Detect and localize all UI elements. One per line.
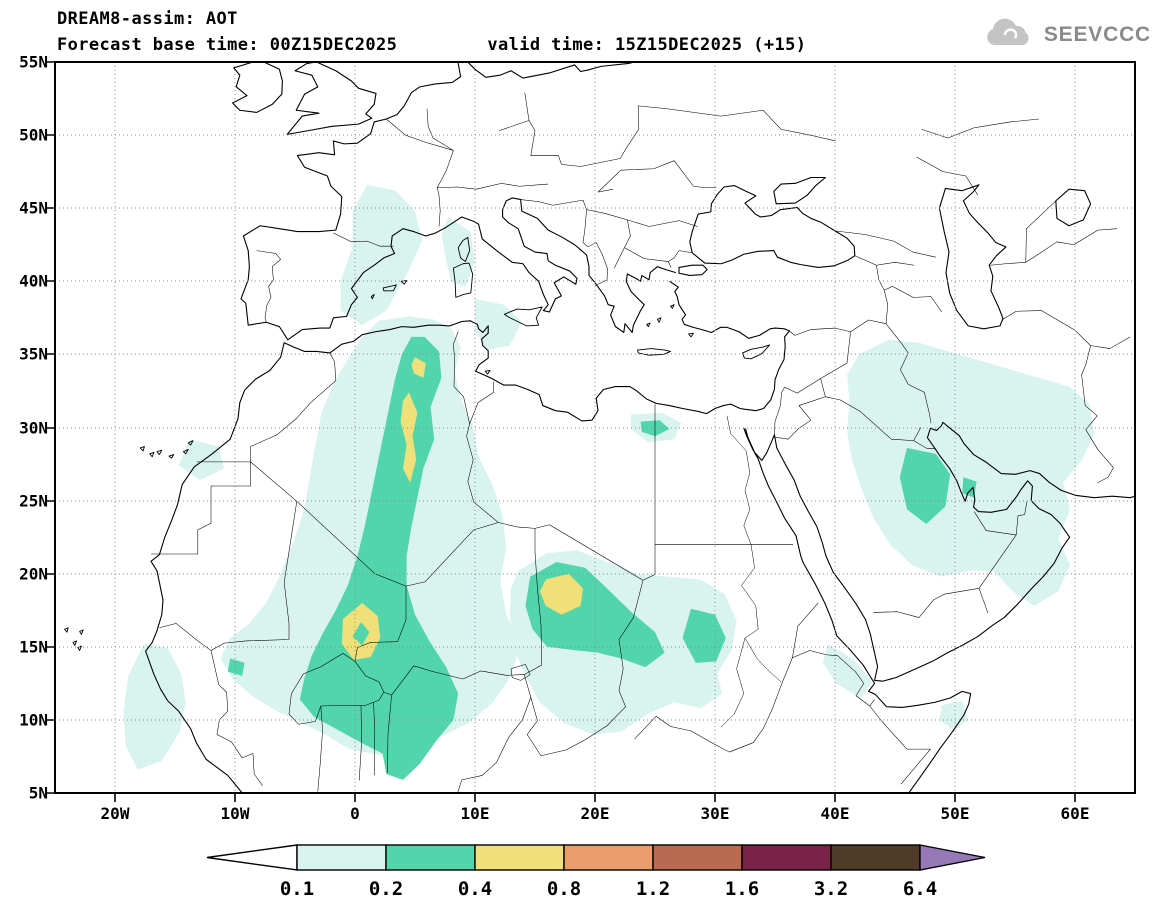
colorbar-label: 1.6 (725, 878, 759, 900)
lat-label: 30N (19, 419, 48, 438)
aot-cyan-region (441, 216, 475, 288)
aot-yellow-region (341, 602, 381, 660)
colorbar-segment (741, 844, 832, 871)
africa-borders (151, 332, 930, 793)
colorbar-segment (385, 844, 476, 871)
logo-text: SEEVCCC (1043, 23, 1151, 46)
lon-label: 20E (581, 804, 610, 823)
islands-coastline (65, 237, 770, 650)
lat-label: 25N (19, 492, 48, 511)
cloud-icon (987, 18, 1029, 45)
aot-green-region (227, 658, 245, 677)
colorbar-label: 6.4 (903, 878, 937, 900)
aot-cyan-region (939, 700, 969, 731)
lat-label: 5N (29, 784, 48, 803)
map-content (55, 62, 1135, 793)
lon-label: 60E (1061, 804, 1090, 823)
axis-ticks (46, 62, 1075, 802)
lat-label: 40N (19, 272, 48, 291)
lon-label: 10W (221, 804, 250, 823)
aot-green-region (962, 477, 977, 498)
aot-colorbar: 0.1 0.2 0.4 0.8 1.2 1.6 3.2 6.4 (206, 844, 986, 900)
mideast-asia-borders (774, 119, 1130, 618)
aot-yellow-region (539, 573, 583, 615)
colorbar-segment (296, 844, 387, 871)
lat-label: 15N (19, 638, 48, 657)
colorbar-label: 0.4 (458, 878, 492, 900)
europe-borders (257, 93, 836, 323)
africa-levant-coastline (146, 282, 790, 793)
aot-green-region (899, 447, 951, 524)
lon-axis: 20W 10W 0 10E 20E 30E 40E 50E 60E (101, 804, 1090, 823)
aot-cyan-region (123, 643, 186, 770)
valid-time: valid time: 15Z15DEC2025 (+15) (487, 35, 807, 55)
colorbar-segment (830, 844, 921, 871)
forecast-map: 55N 50N 45N 40N 35N 30N 25N 20N 15N 10N … (19, 55, 1136, 823)
lat-axis: 55N 50N 45N 40N 35N 30N 25N 20N 15N 10N … (19, 55, 48, 803)
lat-label: 55N (19, 55, 48, 72)
colorbar-label: 0.2 (369, 878, 403, 900)
lon-label: 0 (350, 804, 360, 823)
caspian-aral-coastline (939, 185, 1090, 329)
colorbar-segment (563, 844, 654, 871)
aot-fill-layer-yellow (341, 357, 583, 660)
lat-label: 50N (19, 126, 48, 145)
aot-cyan-region (823, 643, 873, 698)
lon-label: 10E (461, 804, 490, 823)
header: DREAM8-assim: AOT Forecast base time: 00… (57, 6, 806, 58)
colorbar-segment (474, 844, 565, 871)
lat-label: 10N (19, 711, 48, 730)
lon-label: 30E (701, 804, 730, 823)
forecast-base-time: Forecast base time: 00Z15DEC2025 (57, 35, 398, 55)
colorbar-label: 0.1 (280, 878, 314, 900)
lon-label: 20W (101, 804, 130, 823)
redsea-arabia-coastline (744, 422, 1135, 793)
lat-label: 35N (19, 345, 48, 364)
aot-yellow-region (400, 357, 426, 484)
aot-cyan-region (178, 439, 225, 481)
aot-green-region (299, 336, 459, 780)
colorbar-label: 1.2 (636, 878, 670, 900)
seevccc-logo: SEEVCCC (983, 18, 1151, 52)
colorbar-segment (652, 844, 743, 871)
lon-label: 50E (941, 804, 970, 823)
aot-cyan-region (847, 339, 1095, 606)
nile-river (721, 416, 781, 727)
plot-title: DREAM8-assim: AOT (57, 9, 238, 29)
graticule-gridlines (55, 62, 1135, 793)
colorbar-label: 0.8 (547, 878, 581, 900)
lat-label: 45N (19, 199, 48, 218)
colorbar-left-arrow (206, 844, 298, 871)
lat-label: 20N (19, 565, 48, 584)
plot-time-line: Forecast base time: 00Z15DEC2025 valid ti… (57, 32, 806, 58)
colorbar-label: 3.2 (814, 878, 848, 900)
colorbar-right-arrow (919, 844, 986, 871)
aot-cyan-region (340, 184, 423, 326)
colorbar-labels: 0.1 0.2 0.4 0.8 1.2 1.6 3.2 6.4 (280, 878, 937, 900)
lon-label: 40E (821, 804, 850, 823)
europe-coastline (233, 62, 855, 340)
